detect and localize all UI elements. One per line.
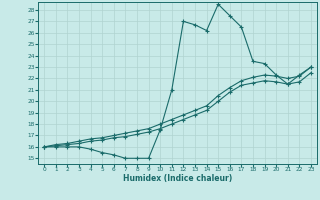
X-axis label: Humidex (Indice chaleur): Humidex (Indice chaleur) [123,174,232,183]
